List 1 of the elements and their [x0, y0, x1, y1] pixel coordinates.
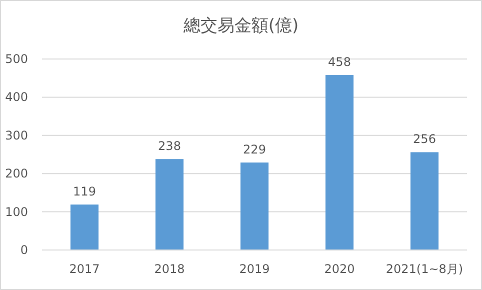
title: 總交易金額(億) — [183, 16, 299, 36]
